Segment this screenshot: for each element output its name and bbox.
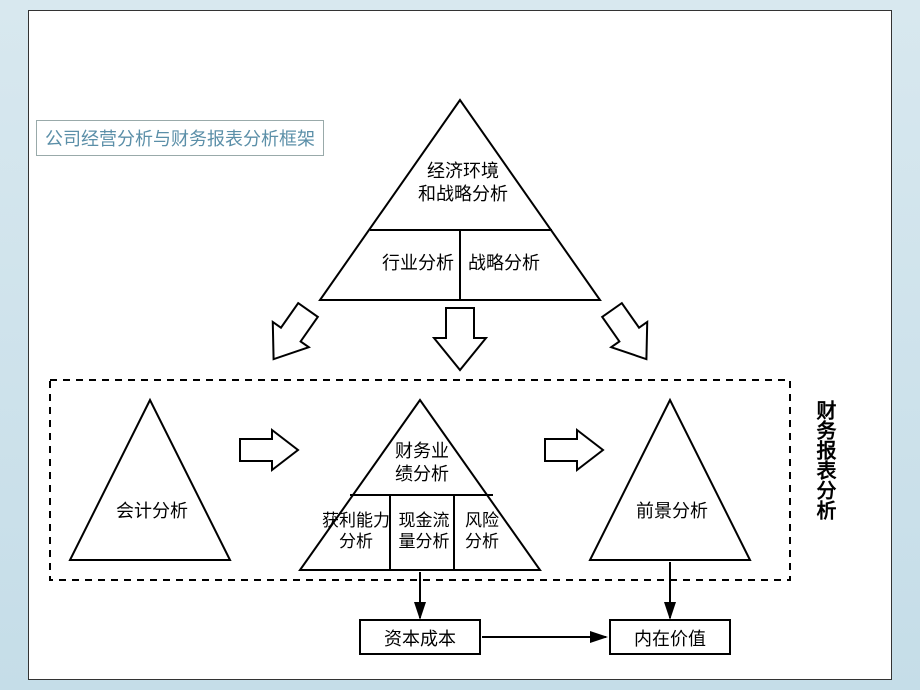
node-prospect-label: 前景分析 bbox=[632, 500, 712, 523]
diagram-title: 公司经营分析与财务报表分析框架 bbox=[36, 120, 324, 156]
node-profit-label: 获利能力分析 bbox=[316, 510, 396, 553]
node-industry-label: 行业分析 bbox=[378, 252, 458, 275]
diagram-svg bbox=[28, 10, 892, 680]
node-accounting-label: 会计分析 bbox=[112, 500, 192, 523]
node-top-label: 经济环境和战略分析 bbox=[408, 160, 518, 205]
node-cashflow-label: 现金流量分析 bbox=[393, 510, 455, 553]
node-risk-label: 风险分析 bbox=[458, 510, 506, 553]
node-performance-label: 财务业绩分析 bbox=[392, 440, 452, 485]
side-label: 财务报表分析 bbox=[810, 400, 839, 570]
node-cost-label: 资本成本 bbox=[370, 628, 470, 651]
node-strategy-label: 战略分析 bbox=[464, 252, 544, 275]
node-value-label: 内在价值 bbox=[620, 628, 720, 651]
